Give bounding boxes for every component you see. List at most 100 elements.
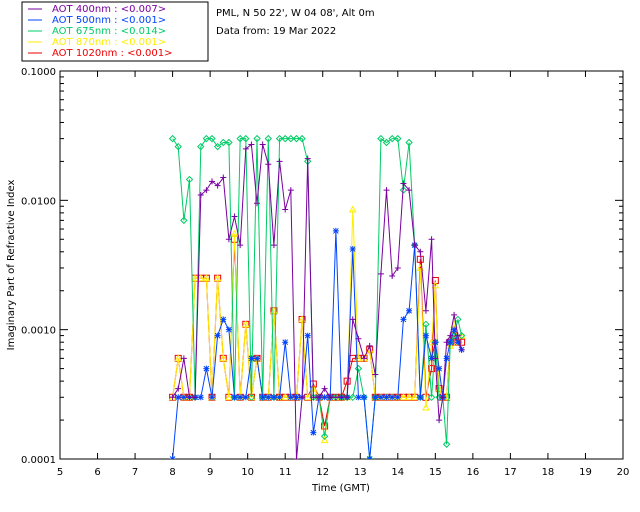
data-point	[383, 187, 390, 194]
data-point	[388, 134, 396, 143]
data-point	[175, 394, 182, 401]
data-point	[214, 332, 221, 339]
data-point	[298, 134, 306, 143]
series-1	[169, 141, 465, 459]
data-point	[354, 364, 363, 373]
data-point	[332, 394, 339, 401]
data-point	[304, 155, 311, 162]
data-point	[202, 134, 211, 143]
legend-box	[21, 1, 209, 62]
data-point	[410, 393, 419, 401]
data-point	[197, 394, 204, 401]
data-point	[220, 316, 227, 323]
data-point	[241, 320, 250, 328]
data-point	[242, 394, 249, 401]
x-tick-label: 18	[542, 467, 555, 478]
data-point	[422, 320, 430, 329]
data-point	[192, 394, 199, 401]
data-point	[427, 393, 436, 401]
data-point	[405, 393, 413, 401]
data-point	[230, 229, 239, 237]
data-point	[281, 393, 290, 401]
data-point	[180, 216, 188, 225]
data-point	[196, 274, 205, 282]
data-point	[422, 332, 429, 339]
x-tick-label: 8	[169, 467, 175, 478]
data-point	[394, 134, 402, 143]
data-point	[394, 264, 401, 271]
data-point	[202, 274, 211, 282]
data-point	[377, 394, 384, 401]
x-axis-label: Time (GMT)	[311, 483, 370, 494]
data-point	[355, 335, 362, 342]
series-line	[172, 209, 463, 441]
data-point	[264, 134, 273, 143]
data-point	[303, 393, 312, 401]
data-point	[428, 355, 435, 362]
data-point	[197, 191, 204, 198]
data-point	[400, 180, 407, 187]
site-label: PML, N 50 22', W 04 08', Alt 0m	[216, 8, 375, 19]
x-tick-label: 16	[466, 467, 479, 478]
data-point	[186, 394, 193, 401]
data-point	[436, 365, 443, 372]
data-point	[372, 371, 379, 378]
data-point	[361, 394, 368, 401]
data-point	[225, 326, 232, 333]
data-point	[399, 393, 408, 401]
data-point	[439, 394, 446, 401]
x-tick-label: 6	[94, 467, 100, 478]
data-point	[242, 134, 250, 143]
data-point	[292, 134, 301, 143]
data-point	[225, 393, 233, 401]
x-tick-label: 13	[354, 467, 367, 478]
data-point	[432, 355, 439, 362]
data-point	[338, 394, 345, 401]
data-point	[219, 354, 228, 362]
legend-entry: AOT 500nm : <0.001>	[52, 15, 166, 26]
data-point	[270, 242, 277, 249]
data-point	[237, 242, 244, 249]
data-point	[259, 394, 266, 401]
data-point	[394, 394, 401, 401]
x-tick-label: 10	[241, 467, 254, 478]
data-point	[185, 175, 194, 184]
data-point	[287, 134, 295, 143]
data-point	[436, 417, 443, 424]
y-tick-label: 0.0100	[21, 196, 56, 207]
data-point	[365, 455, 374, 459]
data-point	[377, 134, 385, 143]
data-point	[443, 355, 450, 362]
data-point	[382, 138, 391, 147]
series-line	[172, 137, 463, 459]
data-point	[225, 138, 233, 147]
series-line	[172, 230, 463, 459]
data-point	[225, 236, 232, 243]
data-point	[431, 281, 440, 289]
data-point	[247, 393, 256, 401]
data-point	[254, 200, 261, 207]
data-point	[282, 206, 289, 213]
x-tick-label: 19	[579, 467, 592, 478]
data-point	[180, 355, 187, 362]
data-point	[349, 393, 357, 401]
data-point	[270, 394, 277, 401]
data-point	[447, 339, 454, 346]
data-point	[203, 187, 210, 194]
data-point	[282, 339, 289, 346]
data-point	[454, 315, 462, 324]
data-point	[417, 394, 424, 401]
x-tick-label: 15	[429, 467, 442, 478]
data-point	[320, 436, 329, 444]
x-tick-label: 14	[391, 467, 404, 478]
data-point	[259, 141, 266, 148]
data-point	[236, 134, 244, 143]
data-point	[377, 270, 384, 277]
data-point	[332, 227, 339, 234]
data-point	[231, 213, 238, 220]
data-point	[321, 422, 329, 430]
data-point	[454, 339, 461, 346]
data-point	[411, 242, 418, 249]
data-point	[422, 307, 429, 314]
